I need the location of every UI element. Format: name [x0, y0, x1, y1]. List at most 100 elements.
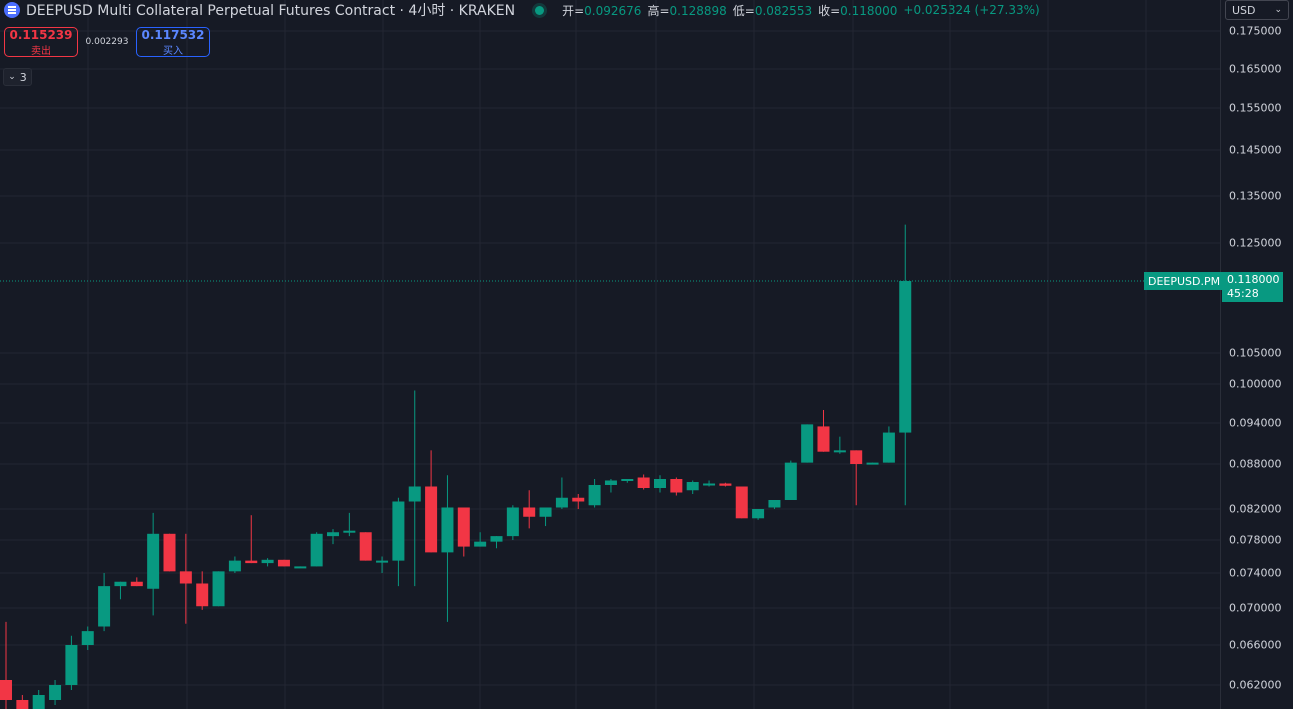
candle[interactable]: [16, 695, 29, 709]
candle-body: [703, 483, 716, 486]
candle[interactable]: [670, 477, 683, 496]
candle[interactable]: [65, 635, 78, 690]
symbol-price-label: DEEPUSD.PM: [1144, 272, 1225, 290]
candle[interactable]: [425, 450, 438, 553]
candle[interactable]: [179, 533, 192, 624]
candle[interactable]: [327, 529, 339, 545]
candle[interactable]: [866, 462, 879, 465]
candle-body: [196, 583, 209, 607]
candle[interactable]: [621, 479, 634, 483]
candle-body: [490, 536, 503, 542]
candle[interactable]: [196, 571, 209, 610]
candle[interactable]: [899, 224, 912, 506]
candle[interactable]: [588, 479, 601, 508]
indicators-toggle-button[interactable]: ⌄ 3: [3, 68, 32, 86]
candle[interactable]: [817, 410, 830, 452]
price-tick-label: 0.100000: [1229, 377, 1282, 391]
candle[interactable]: [163, 533, 176, 572]
candle-body: [147, 533, 160, 589]
candle-body: [294, 566, 307, 569]
candle[interactable]: [32, 690, 45, 709]
candle[interactable]: [555, 477, 568, 510]
price-tick-label: 0.165000: [1229, 62, 1282, 76]
candle[interactable]: [703, 480, 716, 487]
price-axis[interactable]: 0.175000 0.165000 0.155000 0.145000 0.135000…: [1220, 0, 1293, 709]
candle[interactable]: [49, 680, 62, 705]
candle[interactable]: [506, 505, 519, 540]
candle-body: [49, 685, 62, 700]
candle[interactable]: [752, 509, 765, 520]
candle[interactable]: [474, 532, 487, 547]
candle[interactable]: [392, 497, 405, 587]
candle-body: [899, 281, 912, 433]
chevron-down-icon: ⌄: [8, 72, 16, 82]
candle-body: [310, 533, 323, 567]
buy-price: 0.117532: [141, 27, 205, 42]
candle[interactable]: [441, 475, 454, 622]
candle-body: [637, 477, 650, 488]
candle-body: [752, 509, 765, 519]
candle-body: [327, 532, 339, 537]
candle[interactable]: [719, 482, 732, 487]
candle[interactable]: [882, 426, 895, 463]
candle[interactable]: [784, 460, 797, 500]
candle[interactable]: [637, 474, 650, 490]
candle[interactable]: [654, 475, 666, 493]
candle-body: [801, 424, 814, 463]
buy-button[interactable]: 0.117532 买入: [136, 27, 210, 57]
candle-body: [882, 432, 895, 463]
candle[interactable]: [310, 532, 323, 567]
candle[interactable]: [98, 573, 111, 632]
bar-countdown: 45:28: [1227, 287, 1259, 300]
candle[interactable]: [539, 507, 552, 527]
last-price: 0.118000: [1227, 273, 1280, 286]
candle-body: [588, 485, 601, 506]
candle[interactable]: [457, 507, 470, 557]
candle[interactable]: [604, 479, 617, 493]
candle-body: [604, 480, 617, 485]
open-value: 开=0.092676: [562, 3, 642, 18]
candle-body: [866, 462, 879, 465]
candle[interactable]: [228, 556, 241, 574]
candle[interactable]: [801, 424, 814, 463]
close-value: 收=0.118000: [818, 3, 898, 18]
candle[interactable]: [490, 536, 503, 549]
candle[interactable]: [686, 480, 699, 495]
price-tick-label: 0.082000: [1229, 502, 1282, 516]
candle[interactable]: [408, 390, 421, 587]
candle[interactable]: [850, 450, 863, 506]
price-tick-label: 0.074000: [1229, 566, 1282, 580]
candle[interactable]: [735, 486, 748, 519]
candle[interactable]: [81, 626, 94, 651]
candle[interactable]: [359, 532, 372, 561]
symbol-title[interactable]: DEEPUSD Multi Collateral Perpetual Futur…: [26, 3, 516, 19]
candle-body: [81, 631, 94, 645]
candle-body: [228, 560, 241, 572]
sell-button[interactable]: 0.115239 卖出: [4, 27, 78, 57]
candle[interactable]: [261, 558, 274, 567]
candle-body: [833, 450, 846, 453]
candle[interactable]: [277, 559, 290, 567]
high-value: 高=0.128898: [647, 3, 727, 18]
candle-body: [359, 532, 372, 561]
candle[interactable]: [130, 577, 143, 587]
sell-price: 0.115239: [9, 27, 73, 42]
candle[interactable]: [376, 556, 389, 574]
candle[interactable]: [212, 571, 225, 607]
candle[interactable]: [523, 490, 536, 529]
candle[interactable]: [0, 621, 12, 709]
candle[interactable]: [833, 436, 846, 454]
candle[interactable]: [294, 566, 307, 569]
candle-body: [686, 482, 699, 491]
candle[interactable]: [114, 581, 127, 600]
candle[interactable]: [147, 512, 160, 616]
candle[interactable]: [572, 494, 585, 509]
currency-select[interactable]: USD ⌄: [1225, 0, 1289, 20]
candle[interactable]: [768, 500, 781, 509]
candlestick-chart[interactable]: [0, 0, 1220, 709]
market-open-status-icon: [535, 5, 545, 15]
candle[interactable]: [245, 515, 258, 564]
price-tick-label: 0.125000: [1229, 236, 1282, 250]
low-value: 低=0.082553: [732, 3, 813, 18]
candle[interactable]: [343, 512, 356, 537]
